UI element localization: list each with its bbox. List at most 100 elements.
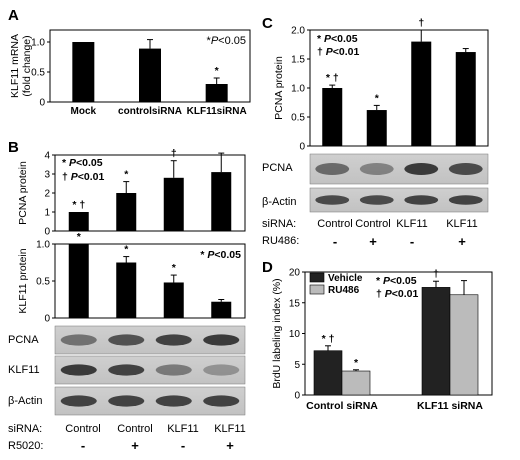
blot-panel-c: PCNA β-Actin siRNA: RU486: Control - Control + K… <box>262 153 489 249</box>
panel-letter-a: A <box>8 7 19 24</box>
y-tick-label: 4 <box>44 151 50 162</box>
legend-p005: * P<0.05 <box>376 275 417 287</box>
lane-treatment: - <box>333 234 337 249</box>
bar <box>341 370 371 396</box>
bar <box>455 52 476 146</box>
lane-treatment: + <box>226 438 234 453</box>
bar <box>411 41 432 146</box>
legend-p005: * P<0.05 <box>317 33 358 45</box>
y-axis-label: PCNA protein <box>273 56 285 120</box>
lane-treatment: - <box>81 438 85 453</box>
blot-b-2-band <box>155 395 192 407</box>
x-category-label: KLF11siRNA <box>187 106 247 117</box>
bar <box>366 110 387 146</box>
y-tick-label: 1.0 <box>31 38 45 49</box>
blot-row-label: PCNA <box>262 162 293 174</box>
blot-panel-b: PCNA KLF11 β-Actin siRNA: R5020: Control - Cont… <box>8 325 246 453</box>
chart-b-pcna-protein: 0 1 2 3 4 PCNA protein * † * † * P<0.05 † P<0.01 <box>17 148 246 238</box>
panel-letter-c: C <box>262 15 273 32</box>
significance-note: *P<0.05 <box>207 35 246 47</box>
y-tick-label: 0.5 <box>31 68 45 79</box>
treatment-label: R5020: <box>8 440 43 452</box>
legend-p001: † P<0.01 <box>62 171 105 183</box>
y-axis-label: PCNA protein <box>17 161 29 225</box>
significance-mark: † <box>418 17 424 29</box>
y-tick-label: 0.5 <box>291 113 305 124</box>
bar <box>211 172 232 231</box>
lane-sirna: KLF11 <box>446 218 478 230</box>
blot-c-1-band <box>315 195 350 205</box>
bar <box>205 84 228 102</box>
bar <box>449 294 479 396</box>
y-tick-label: 20 <box>289 268 301 279</box>
blot-c-1-band <box>448 195 483 205</box>
panel-letter-b: B <box>8 139 19 156</box>
legend-swatch <box>309 284 325 295</box>
blot-b-2-band <box>108 395 145 407</box>
sirna-label: siRNA: <box>8 423 42 435</box>
legend-label: RU486 <box>328 285 360 296</box>
lane-sirna: KLF11 <box>396 218 428 230</box>
blot-b-0-band <box>108 334 145 346</box>
bar <box>139 48 161 102</box>
y-tick-label: 0 <box>294 391 300 402</box>
significance-note: * P<0.05 <box>200 249 241 261</box>
panel-letter-d: D <box>262 259 273 276</box>
legend-swatch <box>309 272 325 283</box>
significance-mark: * † <box>322 333 335 345</box>
lane-treatment: - <box>410 234 414 249</box>
significance-mark: * <box>172 262 177 274</box>
bar <box>211 301 232 318</box>
y-axis-label: KLF11 protein <box>17 248 29 313</box>
blot-b-2-band <box>203 395 240 407</box>
bar <box>163 282 184 318</box>
significance-mark: * † <box>326 72 339 84</box>
legend-p001: † P<0.01 <box>317 46 360 58</box>
significance-mark: * <box>124 244 129 256</box>
y-tick-label: 15 <box>289 298 301 309</box>
blot-row-label: PCNA <box>8 334 39 346</box>
y-axis-label: BrdU labeling index (%) <box>271 278 283 388</box>
chart-b-klf11-protein: 0 0.5 1.0 KLF11 protein * * * * P<0.05 <box>17 231 246 325</box>
lane-treatment: + <box>131 438 139 453</box>
blot-b-1-band <box>108 364 145 376</box>
legend-p005: * P<0.05 <box>62 157 103 169</box>
y-tick-label: 5 <box>294 360 300 371</box>
y-tick-label: 0.5 <box>36 277 50 288</box>
blot-c-0-band <box>315 163 350 175</box>
blot-b-1-band <box>60 364 97 376</box>
blot-b-0-band <box>60 334 97 346</box>
significance-mark: * <box>124 169 129 181</box>
treatment-label: RU486: <box>262 235 299 247</box>
significance-mark: * <box>215 65 220 77</box>
sirna-label: siRNA: <box>262 218 296 230</box>
significance-mark: * <box>77 231 82 243</box>
bar <box>116 262 137 318</box>
lane-sirna: KLF11 <box>167 423 199 435</box>
legend-label: Vehicle <box>328 273 363 284</box>
blot-c-1-band <box>404 195 439 205</box>
bar <box>421 287 451 396</box>
y-tick-label: 3 <box>44 170 50 181</box>
bar <box>72 42 95 102</box>
chart-d-brdu-index: 0 5 10 15 20 BrdU labeling index (%) * † * Contr… <box>271 268 493 412</box>
blot-c-0-band <box>448 163 483 175</box>
y-tick-label: 1 <box>44 208 50 219</box>
lane-sirna: Control <box>65 423 100 435</box>
y-tick-label: 1.5 <box>291 55 305 66</box>
significance-mark: * <box>375 92 380 104</box>
lane-treatment: + <box>458 234 466 249</box>
y-tick-label: 1.0 <box>36 240 50 251</box>
x-category-label: KLF11 siRNA <box>417 400 483 412</box>
blot-row-label: β-Actin <box>262 196 296 208</box>
legend-p001: † P<0.01 <box>376 288 419 300</box>
blot-row-label: KLF11 <box>8 364 40 376</box>
bar <box>116 193 137 231</box>
blot-b-2-band <box>60 395 97 407</box>
y-tick-label: 10 <box>289 329 301 340</box>
x-category-label: Mock <box>71 106 97 117</box>
blot-c-0-band <box>359 163 394 175</box>
bar <box>313 350 343 396</box>
